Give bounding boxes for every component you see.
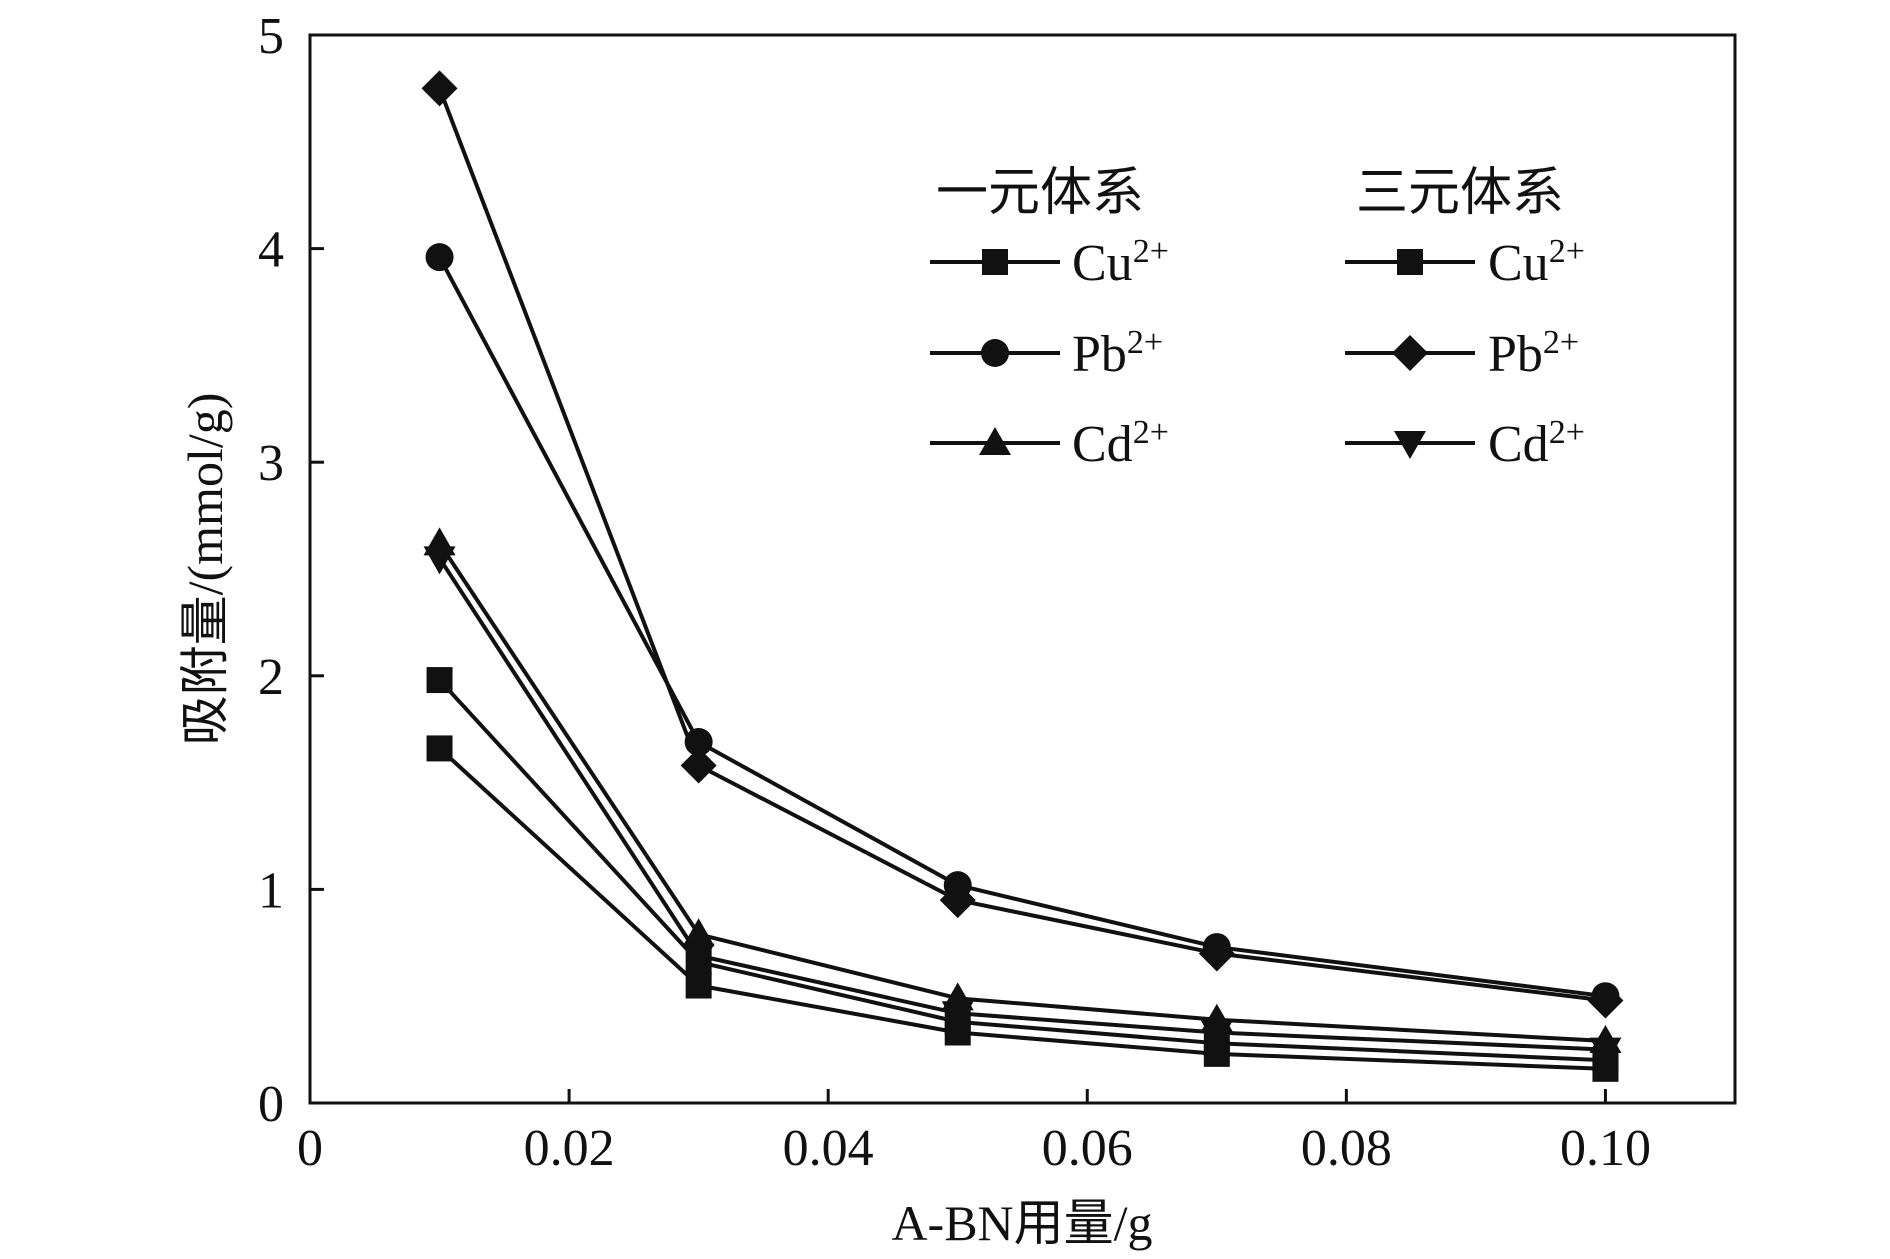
legend-marker-ternary-pb-diamond <box>1392 335 1428 371</box>
data-point-square <box>426 667 453 694</box>
data-point-triangle-down <box>941 1001 974 1030</box>
data-point-triangle-down <box>423 546 456 575</box>
y-tick-label: 1 <box>258 862 284 919</box>
legend-label-ternary-cd: Cd2+ <box>1488 414 1585 473</box>
legend-charge-ternary-cd: 2+ <box>1549 414 1585 451</box>
legend-marker-ternary-cu-square <box>1397 249 1423 275</box>
series-4 <box>421 70 1624 1019</box>
series-1 <box>425 243 1620 1011</box>
series-0 <box>426 667 1619 1074</box>
data-point-diamond <box>421 70 458 107</box>
legend-marker-triangle-down <box>1394 431 1426 459</box>
legend-marker-unary-cd-triangle-up <box>979 427 1011 455</box>
legend-marker-unary-cu-square <box>982 249 1008 275</box>
legend: 一元体系 三元体系 Cu2+ Pb2+ Cd2+ Cu2+ <box>930 165 1585 473</box>
legend-marker-square <box>1397 249 1423 275</box>
y-tick-label: 0 <box>258 1076 284 1133</box>
y-tick-label: 2 <box>258 649 284 706</box>
legend-charge-ternary-pb: 2+ <box>1543 324 1579 361</box>
legend-marker-circle <box>981 339 1009 367</box>
plot-frame <box>308 33 1737 1105</box>
legend-marker-square <box>982 249 1008 275</box>
legend-entries: Cu2+ Pb2+ Cd2+ Cu2+ Pb2+ <box>930 233 1585 473</box>
data-point-diamond <box>1587 982 1624 1019</box>
y-tick-label: 3 <box>258 435 284 492</box>
legend-ion-ternary-cu: Cu <box>1488 235 1549 292</box>
legend-marker-ternary-cd-triangle-down <box>1394 431 1426 459</box>
series-layer <box>421 70 1624 1082</box>
data-point-square <box>685 972 712 999</box>
x-axis-label: A-BN用量/g <box>891 1195 1152 1251</box>
y-axis-label: 吸附量/(mmol/g) <box>177 393 233 746</box>
legend-ion-ternary-pb: Pb <box>1488 326 1543 383</box>
legend-charge-unary-cd: 2+ <box>1133 414 1169 451</box>
series-line <box>437 256 1606 999</box>
data-point-triangle-down <box>682 943 715 972</box>
legend-ion-unary-cd: Cd <box>1072 416 1133 473</box>
legend-title-unary: 一元体系 <box>936 165 1144 222</box>
x-tick-label: 0.06 <box>1042 1120 1133 1177</box>
data-point-circle <box>425 243 454 272</box>
x-tick-label: 0.04 <box>783 1120 874 1177</box>
series-3 <box>426 735 1619 1082</box>
legend-label-unary-pb: Pb2+ <box>1072 324 1163 383</box>
x-tick-label: 0.02 <box>524 1120 615 1177</box>
legend-charge-ternary-cu: 2+ <box>1549 233 1585 270</box>
x-tick-label: 0 <box>297 1120 323 1177</box>
legend-marker-triangle-up <box>979 427 1011 455</box>
legend-title-ternary: 三元体系 <box>1356 165 1564 222</box>
legend-charge-unary-cu: 2+ <box>1133 233 1169 270</box>
y-tick-label: 4 <box>258 222 284 279</box>
legend-ion-unary-pb: Pb <box>1072 326 1127 383</box>
legend-charge-unary-pb: 2+ <box>1127 324 1163 361</box>
legend-label-ternary-pb: Pb2+ <box>1488 324 1579 383</box>
x-tick-label: 0.08 <box>1301 1120 1392 1177</box>
data-point-triangle-down <box>1589 1037 1622 1066</box>
legend-ion-unary-cu: Cu <box>1072 235 1133 292</box>
series-5 <box>423 546 1622 1066</box>
y-axis: 0 1 2 3 4 5 <box>258 8 324 1133</box>
y-tick-label: 5 <box>258 8 284 65</box>
data-point-diamond <box>1198 935 1235 972</box>
x-axis: 0 0.02 0.04 0.06 0.08 0.10 <box>297 1089 1651 1177</box>
data-point-diamond <box>939 882 976 919</box>
legend-marker-unary-pb-circle <box>981 339 1009 367</box>
legend-label-ternary-cu: Cu2+ <box>1488 233 1585 292</box>
series-line <box>437 542 1606 1044</box>
series-line <box>438 746 1606 1071</box>
data-point-triangle-down <box>1200 1020 1233 1049</box>
data-point-triangle-up <box>682 918 715 947</box>
legend-label-unary-cu: Cu2+ <box>1072 233 1169 292</box>
data-point-square <box>426 735 453 762</box>
plot-area <box>308 33 1737 1105</box>
legend-label-unary-cd: Cd2+ <box>1072 414 1169 473</box>
legend-ion-ternary-cd: Cd <box>1488 416 1549 473</box>
data-point-diamond <box>680 747 717 784</box>
legend-marker-diamond <box>1392 335 1428 371</box>
series-line <box>437 87 1606 1003</box>
x-tick-label: 0.10 <box>1560 1120 1651 1177</box>
